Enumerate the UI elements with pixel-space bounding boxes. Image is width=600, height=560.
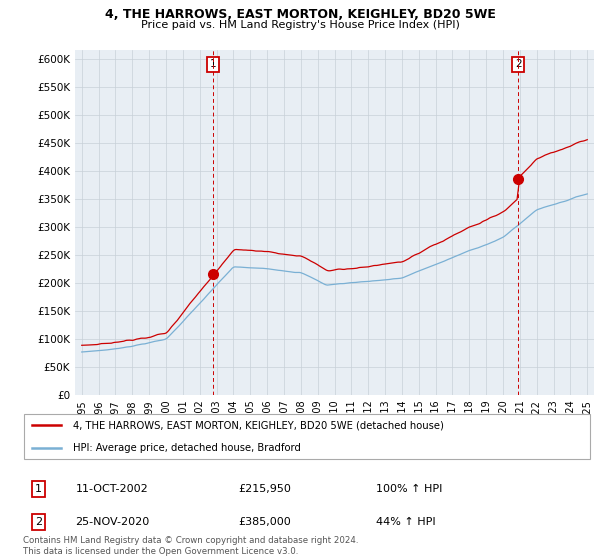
Text: 4, THE HARROWS, EAST MORTON, KEIGHLEY, BD20 5WE: 4, THE HARROWS, EAST MORTON, KEIGHLEY, B… (104, 8, 496, 21)
Text: 11-OCT-2002: 11-OCT-2002 (76, 484, 148, 494)
Text: 1: 1 (209, 59, 216, 69)
Text: Price paid vs. HM Land Registry's House Price Index (HPI): Price paid vs. HM Land Registry's House … (140, 20, 460, 30)
FancyBboxPatch shape (24, 414, 590, 459)
Text: £215,950: £215,950 (239, 484, 292, 494)
Text: 2: 2 (515, 59, 521, 69)
Text: 1: 1 (35, 484, 41, 494)
Text: 4, THE HARROWS, EAST MORTON, KEIGHLEY, BD20 5WE (detached house): 4, THE HARROWS, EAST MORTON, KEIGHLEY, B… (73, 420, 443, 430)
Text: £385,000: £385,000 (239, 517, 292, 527)
Text: 25-NOV-2020: 25-NOV-2020 (76, 517, 149, 527)
Text: 2: 2 (35, 517, 42, 527)
Text: HPI: Average price, detached house, Bradford: HPI: Average price, detached house, Brad… (73, 444, 301, 454)
Text: Contains HM Land Registry data © Crown copyright and database right 2024.
This d: Contains HM Land Registry data © Crown c… (23, 536, 358, 556)
Text: 100% ↑ HPI: 100% ↑ HPI (376, 484, 443, 494)
Text: 44% ↑ HPI: 44% ↑ HPI (376, 517, 436, 527)
